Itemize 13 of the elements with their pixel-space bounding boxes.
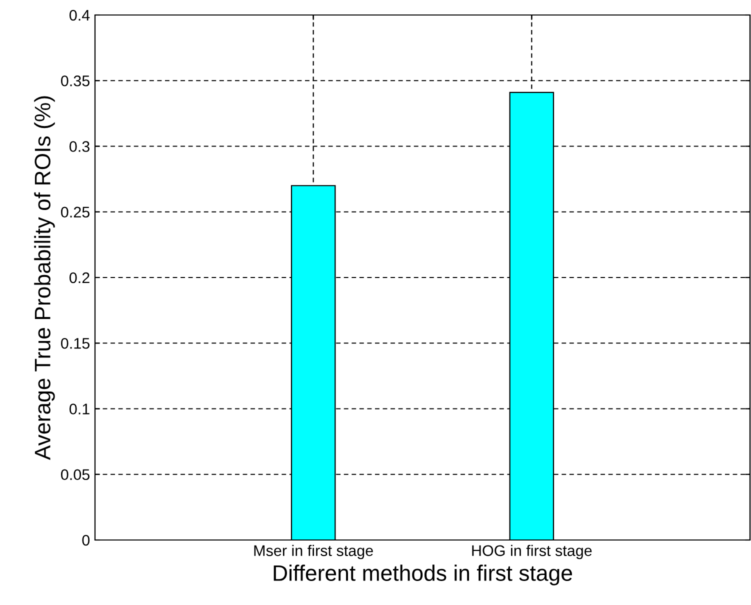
- x-tick-label: Mser in first stage: [254, 544, 373, 560]
- x-axis-title: Different methods in first stage: [274, 564, 572, 586]
- y-tick-label: 0: [82, 534, 90, 546]
- x-tick-label: HOG in first stage: [472, 544, 592, 560]
- y-tick-label: 0.25: [61, 206, 90, 218]
- y-tick-label: 0.15: [61, 338, 90, 349]
- y-tick-label: 0.2: [70, 272, 90, 284]
- y-axis-title: Average True Probability of ROIs (%): [34, 96, 55, 460]
- y-tick-label: 0.4: [70, 10, 90, 21]
- y-tick-label: 0.05: [61, 469, 90, 480]
- y-tick-label: 0.3: [70, 141, 90, 152]
- y-tick-label: 0.1: [70, 404, 90, 414]
- y-tick-label: 0.35: [61, 75, 90, 86]
